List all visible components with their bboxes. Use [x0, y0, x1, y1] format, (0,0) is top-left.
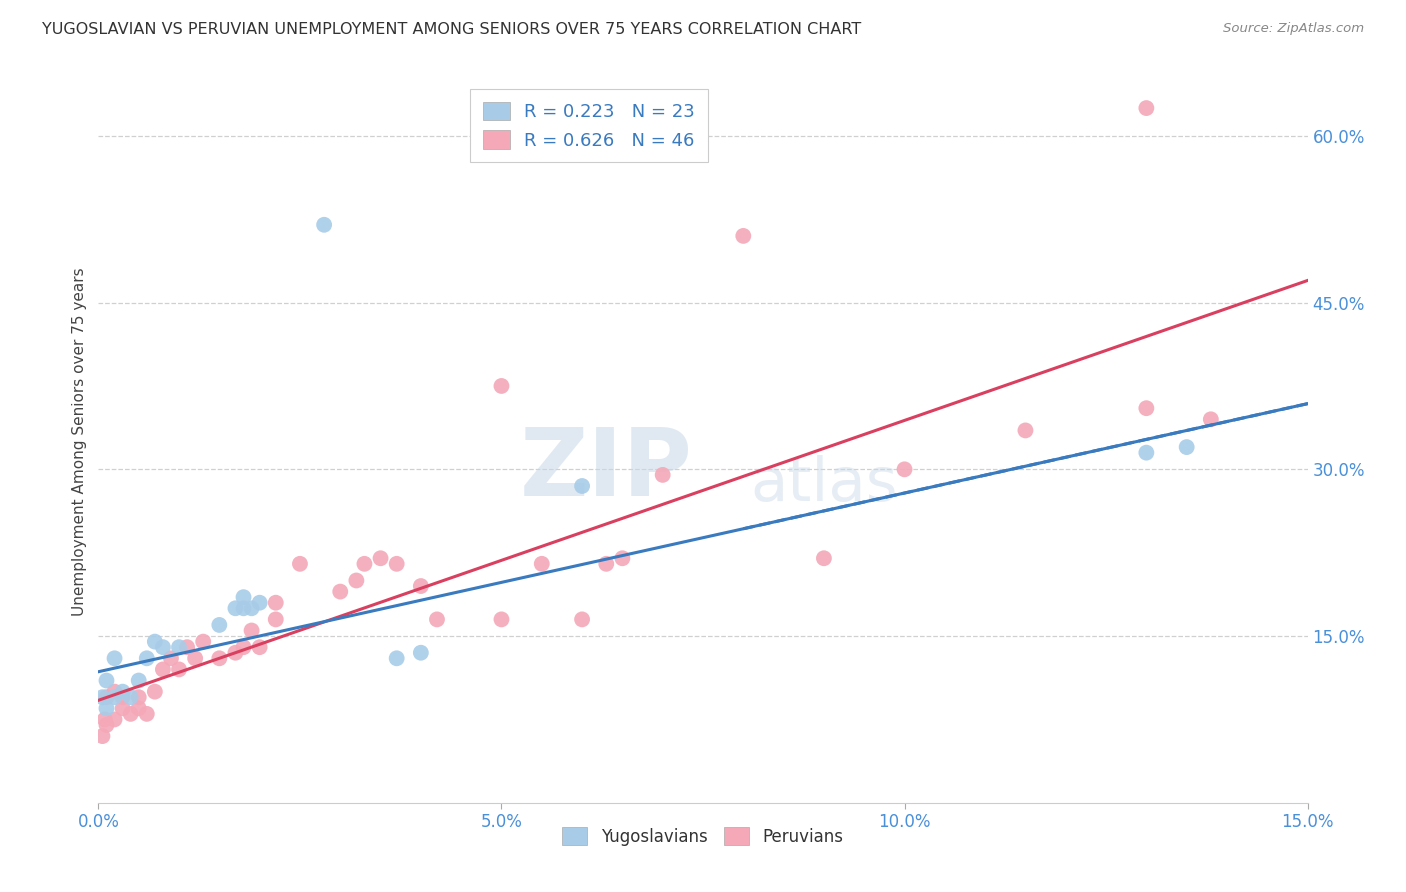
Point: [1175, 440, 1198, 454]
Point: [409, 579, 432, 593]
Point: [651, 467, 673, 482]
Point: [232, 601, 254, 615]
Point: [1135, 401, 1157, 416]
Point: [111, 690, 134, 705]
Point: [96, 673, 118, 688]
Point: [1135, 101, 1157, 115]
Point: [1135, 445, 1157, 459]
Point: [240, 601, 263, 615]
Point: [91, 729, 114, 743]
Point: [167, 640, 190, 655]
Point: [103, 713, 125, 727]
Point: [160, 651, 183, 665]
Point: [353, 557, 375, 571]
Point: [893, 462, 915, 476]
Point: [1199, 412, 1222, 426]
Point: [152, 640, 174, 655]
Point: [120, 706, 142, 721]
Point: [128, 690, 150, 705]
Point: [135, 651, 157, 665]
Point: [208, 651, 231, 665]
Point: [135, 706, 157, 721]
Text: ZIP: ZIP: [520, 425, 693, 516]
Point: [111, 701, 134, 715]
Point: [96, 701, 118, 715]
Point: [232, 640, 254, 655]
Point: [193, 634, 215, 648]
Point: [813, 551, 835, 566]
Point: [733, 228, 755, 243]
Point: [120, 690, 142, 705]
Y-axis label: Unemployment Among Seniors over 75 years: Unemployment Among Seniors over 75 years: [72, 268, 87, 615]
Point: [167, 662, 190, 676]
Point: [128, 701, 150, 715]
Legend: Yugoslavians, Peruvians: Yugoslavians, Peruvians: [555, 821, 851, 852]
Point: [240, 624, 263, 638]
Point: [176, 640, 198, 655]
Point: [288, 557, 311, 571]
Point: [184, 651, 207, 665]
Point: [232, 590, 254, 604]
Point: [264, 612, 287, 626]
Point: [111, 684, 134, 698]
Point: [103, 651, 125, 665]
Point: [152, 662, 174, 676]
Point: [612, 551, 634, 566]
Point: [96, 718, 118, 732]
Point: [329, 584, 352, 599]
Point: [96, 690, 118, 705]
Point: [385, 557, 408, 571]
Point: [208, 618, 231, 632]
Point: [249, 640, 271, 655]
Point: [103, 684, 125, 698]
Text: atlas: atlas: [751, 456, 897, 515]
Point: [530, 557, 553, 571]
Point: [595, 557, 617, 571]
Point: [264, 596, 287, 610]
Point: [409, 646, 432, 660]
Text: YUGOSLAVIAN VS PERUVIAN UNEMPLOYMENT AMONG SENIORS OVER 75 YEARS CORRELATION CHA: YUGOSLAVIAN VS PERUVIAN UNEMPLOYMENT AMO…: [42, 22, 862, 37]
Point: [571, 479, 593, 493]
Point: [344, 574, 367, 588]
Point: [143, 634, 166, 648]
Point: [224, 601, 246, 615]
Point: [370, 551, 392, 566]
Text: Source: ZipAtlas.com: Source: ZipAtlas.com: [1223, 22, 1364, 36]
Point: [94, 713, 117, 727]
Point: [491, 379, 513, 393]
Point: [385, 651, 408, 665]
Point: [571, 612, 593, 626]
Point: [314, 218, 336, 232]
Point: [426, 612, 449, 626]
Point: [128, 673, 150, 688]
Point: [1014, 424, 1036, 438]
Point: [143, 684, 166, 698]
Point: [91, 690, 114, 705]
Point: [224, 646, 246, 660]
Point: [249, 596, 271, 610]
Point: [103, 690, 125, 705]
Point: [491, 612, 513, 626]
